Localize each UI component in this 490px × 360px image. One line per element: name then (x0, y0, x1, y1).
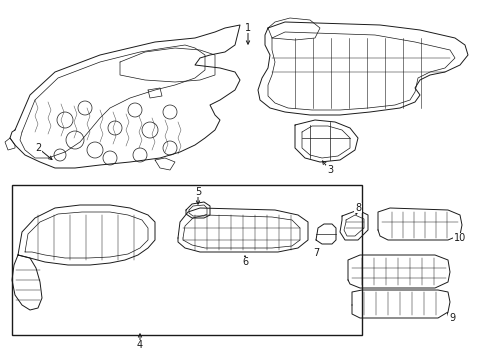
Bar (12, 185, 362, 335)
Text: 9: 9 (449, 313, 455, 323)
Text: 8: 8 (355, 203, 361, 213)
Text: 10: 10 (454, 233, 466, 243)
Text: 4: 4 (137, 340, 143, 350)
Text: 7: 7 (313, 248, 319, 258)
Text: 1: 1 (245, 23, 251, 33)
Text: 2: 2 (35, 143, 41, 153)
Text: 6: 6 (242, 257, 248, 267)
Text: 5: 5 (195, 187, 201, 197)
Text: 3: 3 (327, 165, 333, 175)
